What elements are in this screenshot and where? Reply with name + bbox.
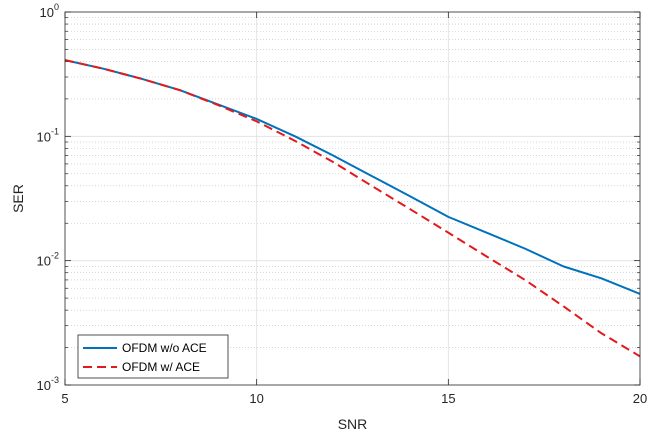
x-tick-label: 5 bbox=[61, 391, 68, 406]
y-tick-labels: 10-3 10-2 10-1 100 bbox=[37, 2, 59, 393]
series-line-ofdm-w-ace bbox=[64, 59, 641, 358]
plot-frame bbox=[64, 11, 641, 386]
plot-area bbox=[65, 12, 640, 385]
legend: OFDM w/o ACE OFDM w/ ACE bbox=[77, 334, 229, 379]
x-tick-label: 15 bbox=[441, 391, 455, 406]
y-tick-label: 100 bbox=[40, 2, 59, 20]
series-layer bbox=[64, 59, 641, 358]
legend-label-ofdm-wo-ace: OFDM w/o ACE bbox=[122, 341, 207, 355]
y-tick-label: 10-2 bbox=[37, 251, 59, 269]
major-grid bbox=[65, 12, 640, 385]
y-tick-label: 10-3 bbox=[37, 375, 59, 393]
legend-box bbox=[77, 334, 229, 379]
x-tick-label: 20 bbox=[633, 391, 647, 406]
ticks-layer bbox=[64, 11, 641, 386]
x-axis-label: SNR bbox=[338, 416, 368, 432]
y-axis-label: SER bbox=[10, 184, 26, 213]
x-tick-label: 10 bbox=[249, 391, 263, 406]
legend-label-ofdm-w-ace: OFDM w/ ACE bbox=[122, 360, 200, 374]
y-tick-label: 10-1 bbox=[37, 126, 59, 144]
x-tick-labels: 5 10 15 20 bbox=[61, 391, 647, 406]
